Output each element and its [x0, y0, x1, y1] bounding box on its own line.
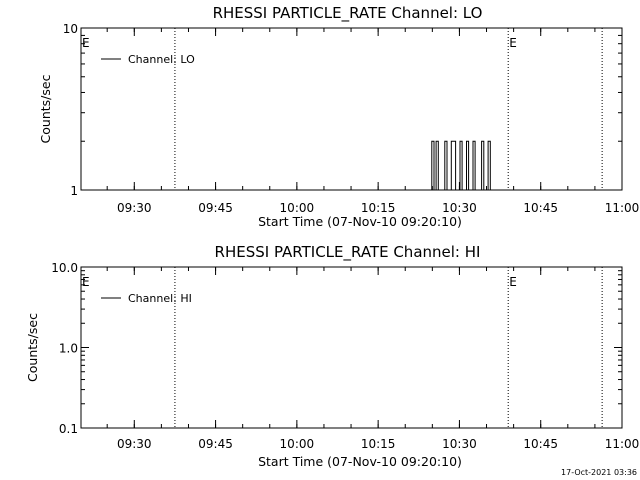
panel1-x-tick-label: 09:45 [198, 201, 233, 215]
panel2-event-marker: E [509, 275, 517, 289]
panel2-x-tick-label: 09:30 [117, 437, 152, 451]
panel1-title: RHESSI PARTICLE_RATE Channel: LO [213, 4, 483, 23]
panel1-x-tick-label: 09:30 [117, 201, 152, 215]
panel1-x-axis-label: Start Time (07-Nov-10 09:20:10) [258, 214, 462, 229]
panel2-x-tick-label: 10:30 [442, 437, 477, 451]
plot-timestamp: 17-Oct-2021 03:36 [561, 468, 637, 477]
panel2-y-axis-label: Counts/sec [25, 313, 40, 382]
panel1-x-tick-label: 10:30 [442, 201, 477, 215]
panel1-x-tick-label: 10:45 [523, 201, 558, 215]
panel1-x-tick-label: 10:00 [280, 201, 315, 215]
panel2-x-tick-label: 09:45 [198, 437, 233, 451]
panel1-event-marker: E [509, 36, 517, 50]
panel2-legend-label: Channel: HI [128, 292, 192, 305]
panel2-title: RHESSI PARTICLE_RATE Channel: HI [215, 243, 481, 262]
panel2-event-marker: E [82, 275, 90, 289]
panel1-x-tick-label: 11:00 [605, 201, 640, 215]
panel2-y-tick-label: 10.0 [51, 261, 78, 275]
panel1-y-tick-label: 1 [70, 184, 78, 198]
panel1-y-axis-label: Counts/sec [38, 74, 53, 143]
panel2-x-tick-label: 10:00 [280, 437, 315, 451]
panel2-x-axis-label: Start Time (07-Nov-10 09:20:10) [258, 454, 462, 469]
panel2-y-tick-label: 1.0 [59, 342, 78, 356]
panel1-y-tick-label: 10 [63, 22, 78, 36]
panel2-y-tick-label: 0.1 [59, 422, 78, 436]
panel1-event-marker: E [82, 36, 90, 50]
panel2-x-tick-label: 11:00 [605, 437, 640, 451]
panel2-x-tick-label: 10:15 [361, 437, 396, 451]
panel1-series-line [429, 140, 496, 191]
panel1-x-tick-label: 10:15 [361, 201, 396, 215]
panel1-legend-label: Channel: LO [128, 53, 195, 66]
panel2-x-tick-label: 10:45 [523, 437, 558, 451]
